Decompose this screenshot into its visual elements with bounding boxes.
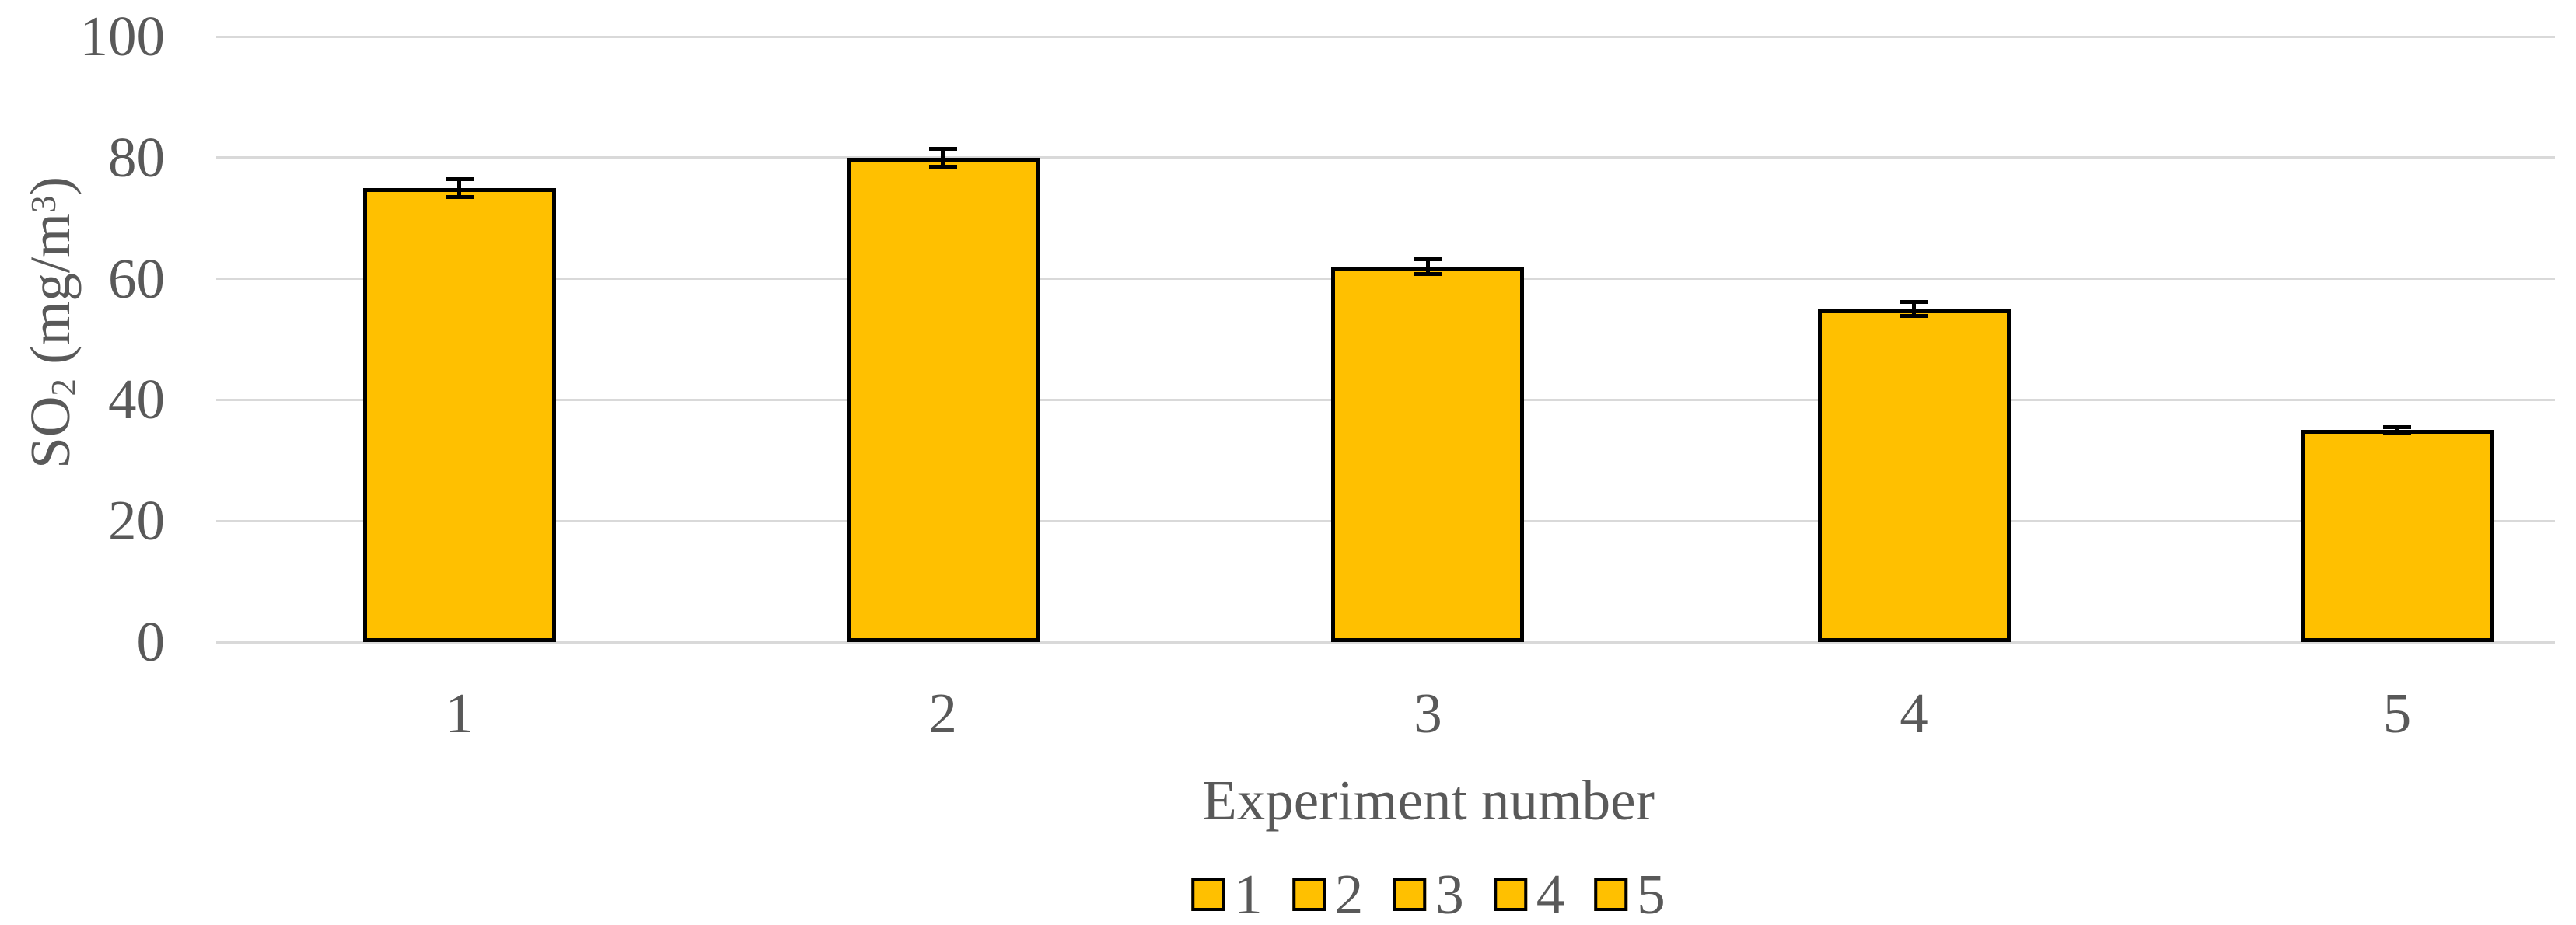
- error-bar-cap-bottom-series-1: [445, 194, 474, 199]
- legend-swatch-icon: [1291, 878, 1326, 911]
- y-tick-label-80: 80: [108, 125, 165, 189]
- legend-swatch-icon: [1493, 878, 1527, 911]
- error-bar-series-5: [2395, 427, 2399, 434]
- legend-item-5: 5: [1594, 865, 1665, 924]
- error-bar-series-1: [457, 179, 462, 197]
- x-tick-label-4: 4: [1900, 682, 1928, 745]
- bar-series-4: [1817, 309, 2011, 642]
- y-tick-label-100: 100: [79, 5, 166, 68]
- error-bar-cap-bottom-series-4: [1900, 314, 1928, 319]
- gridline-y-100: [216, 35, 2555, 38]
- bar-series-5: [2300, 430, 2494, 642]
- error-bar-cap-top-series-2: [928, 146, 957, 151]
- y-tick-label-0: 0: [136, 610, 166, 673]
- legend-label-4: 4: [1536, 863, 1565, 925]
- error-bar-series-3: [1425, 259, 1430, 274]
- error-bar-cap-top-series-4: [1900, 299, 1928, 304]
- error-bar-cap-top-series-1: [445, 176, 474, 181]
- error-bar-cap-bottom-series-3: [1414, 271, 1442, 276]
- legend-item-4: 4: [1493, 863, 1565, 925]
- bar-series-3: [1331, 267, 1525, 642]
- legend-label-3: 3: [1435, 863, 1464, 925]
- legend-label-2: 2: [1334, 863, 1364, 925]
- error-bar-cap-top-series-5: [2382, 424, 2411, 429]
- legend-swatch-icon: [1393, 878, 1427, 911]
- gridline-y-80: [216, 156, 2555, 159]
- y-tick-label-40: 40: [108, 368, 165, 431]
- error-bar-cap-top-series-3: [1414, 257, 1442, 262]
- error-bar-series-2: [941, 148, 945, 167]
- plot-area: [216, 35, 2555, 644]
- legend-item-2: 2: [1291, 863, 1364, 925]
- x-tick-label-5: 5: [2382, 682, 2412, 745]
- x-axis-title: Experiment number: [1202, 769, 1655, 832]
- legend: 1 2 3 4 5: [1191, 865, 1665, 924]
- error-bar-cap-bottom-series-5: [2382, 431, 2411, 435]
- x-tick-label-1: 1: [445, 682, 474, 745]
- error-bar-cap-bottom-series-2: [928, 164, 957, 169]
- bar-series-1: [362, 187, 556, 642]
- bar-series-2: [846, 157, 1040, 642]
- error-bar-series-4: [1912, 302, 1916, 316]
- x-tick-label-2: 2: [928, 682, 957, 745]
- legend-swatch-icon: [1594, 878, 1628, 911]
- legend-item-1: 1: [1191, 865, 1263, 924]
- legend-item-3: 3: [1393, 865, 1464, 924]
- y-tick-label-60: 60: [108, 246, 165, 310]
- legend-label-5: 5: [1637, 863, 1665, 925]
- legend-swatch-icon: [1191, 878, 1225, 911]
- y-axis-title-superscript: 3: [24, 195, 63, 214]
- x-tick-label-3: 3: [1414, 682, 1442, 745]
- y-tick-label-20: 20: [108, 489, 165, 553]
- legend-label-1: 1: [1234, 863, 1263, 925]
- gridline-y-0: [216, 641, 2555, 644]
